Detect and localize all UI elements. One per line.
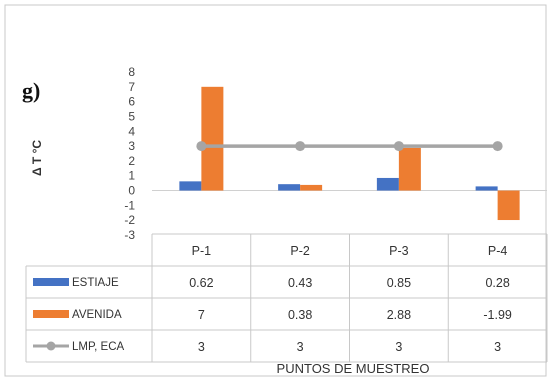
legend-swatch-estiaje	[33, 278, 69, 286]
y-tick-label: 6	[128, 95, 135, 109]
category-label: P-1	[192, 244, 212, 258]
y-tick-label: -1	[124, 198, 135, 212]
data-label-estiaje: 0.62	[189, 276, 213, 290]
legend-swatch-avenida	[33, 310, 69, 318]
data-label-lmp-eca: 3	[494, 340, 501, 354]
bar-avenida-p-2	[300, 184, 323, 191]
y-tick-label: 0	[128, 184, 135, 198]
bar-avenida-p-4	[497, 190, 520, 221]
legend-label-lmp-eca: LMP, ECA	[72, 341, 125, 353]
bar-avenida-p-3	[398, 147, 421, 191]
category-label: P-4	[488, 244, 508, 258]
y-tick-label: 7	[128, 80, 135, 94]
legend-marker-lmp-eca	[46, 341, 56, 351]
data-label-estiaje: 0.43	[288, 276, 312, 290]
bar-estiaje-p-1	[179, 181, 202, 191]
y-axis-label: Δ T °C	[30, 140, 44, 176]
data-label-estiaje: 0.28	[485, 276, 509, 290]
y-tick-label: -3	[124, 228, 135, 242]
point-lmp-eca-p-3	[393, 141, 404, 152]
data-label-lmp-eca: 3	[297, 340, 304, 354]
y-tick-label: 1	[128, 169, 135, 183]
bar-estiaje-p-4	[475, 186, 498, 191]
data-label-lmp-eca: 3	[395, 340, 402, 354]
y-tick-label: 5	[128, 109, 135, 123]
category-label: P-3	[389, 244, 409, 258]
category-label: P-2	[290, 244, 310, 258]
point-lmp-eca-p-4	[492, 141, 503, 152]
bar-avenida-p-1	[201, 86, 224, 191]
bar-estiaje-p-2	[278, 184, 301, 191]
y-tick-label: -2	[124, 213, 135, 227]
y-tick-label: 4	[128, 124, 135, 138]
y-tick-label: 8	[128, 65, 135, 79]
legend-label-avenida: AVENIDA	[72, 309, 122, 321]
data-label-lmp-eca: 3	[198, 340, 205, 354]
panel-label: g)	[22, 78, 41, 103]
y-tick-label: 3	[128, 139, 135, 153]
data-label-avenida: -1.99	[483, 308, 512, 322]
legend-label-estiaje: ESTIAJE	[72, 277, 119, 289]
point-lmp-eca-p-1	[196, 141, 207, 152]
data-label-avenida: 2.88	[387, 308, 411, 322]
y-tick-label: 2	[128, 154, 135, 168]
bar-estiaje-p-3	[376, 177, 399, 191]
data-label-estiaje: 0.85	[387, 276, 411, 290]
x-axis-title: PUNTOS DE MUESTREO	[277, 361, 430, 376]
point-lmp-eca-p-2	[295, 141, 306, 152]
data-label-avenida: 7	[198, 308, 205, 322]
data-label-avenida: 0.38	[288, 308, 312, 322]
